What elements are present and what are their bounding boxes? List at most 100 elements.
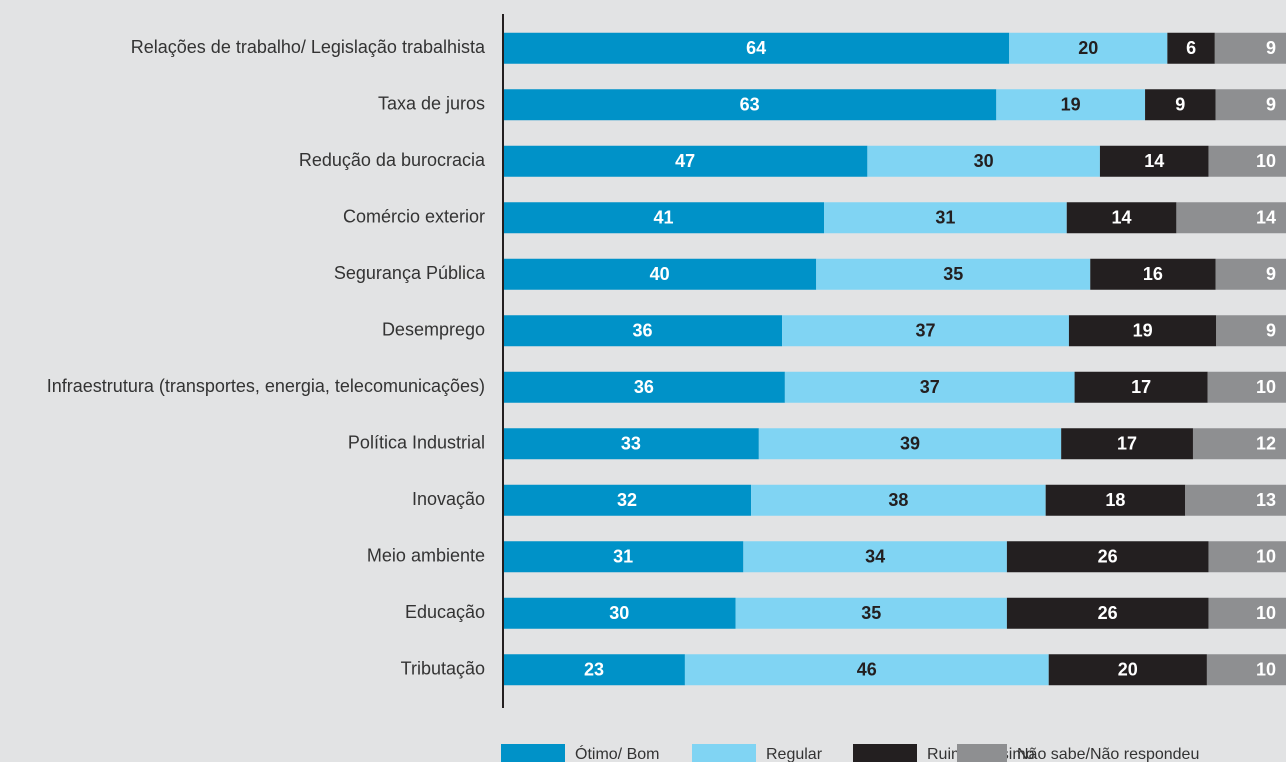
category-label: Comércio exterior (343, 207, 485, 227)
bar-segment (1167, 32, 1215, 64)
bar-segment (1006, 597, 1209, 629)
value-label: 9 (1266, 264, 1276, 284)
bar-segment (503, 654, 685, 686)
category-label: Política Industrial (348, 433, 485, 453)
category-label: Desemprego (382, 320, 485, 340)
bar-segment (1176, 202, 1286, 234)
bar-segment (1009, 32, 1168, 64)
value-label: 9 (1266, 95, 1276, 115)
category-label: Taxa de juros (378, 94, 485, 114)
value-label: 18 (1105, 490, 1125, 510)
value-label: 37 (920, 377, 940, 397)
bar-segment (996, 89, 1146, 121)
bar-segment (1048, 654, 1207, 686)
bar-segment (867, 145, 1100, 177)
value-label: 39 (900, 434, 920, 454)
value-label: 9 (1266, 38, 1276, 58)
legend-swatch (501, 744, 565, 762)
bar-segment (503, 597, 736, 629)
value-label: 41 (653, 208, 673, 228)
bar-segment (784, 371, 1075, 403)
value-label: 63 (740, 95, 760, 115)
value-label: 14 (1144, 151, 1164, 171)
value-label: 12 (1256, 434, 1276, 454)
category-label: Infraestrutura (transportes, energia, te… (47, 376, 485, 396)
value-label: 6 (1186, 38, 1196, 58)
bar-segment (1006, 541, 1209, 573)
value-label: 47 (675, 151, 695, 171)
value-label: 37 (915, 321, 935, 341)
bar-segment (503, 258, 817, 290)
legend-swatch (853, 744, 917, 762)
value-label: 64 (746, 38, 766, 58)
value-label: 35 (943, 264, 963, 284)
bar-segment (1208, 145, 1286, 177)
bar-segment (1066, 202, 1177, 234)
value-label: 46 (857, 660, 877, 680)
bar-segment (684, 654, 1049, 686)
value-label: 20 (1118, 660, 1138, 680)
value-label: 36 (634, 377, 654, 397)
bar-segment (503, 428, 759, 460)
bar-segment (1145, 89, 1216, 121)
value-label: 38 (888, 490, 908, 510)
value-label: 35 (861, 603, 881, 623)
value-label: 17 (1131, 377, 1151, 397)
value-label: 10 (1256, 547, 1276, 567)
bar-segment (503, 315, 783, 347)
value-label: 19 (1061, 95, 1081, 115)
value-label: 40 (650, 264, 670, 284)
bar-segment (743, 541, 1007, 573)
value-label: 10 (1256, 377, 1276, 397)
bar-segment (1045, 484, 1186, 516)
bar-segment (1206, 654, 1286, 686)
category-label: Meio ambiente (367, 546, 485, 566)
bar-segment (735, 597, 1007, 629)
bar-segment (816, 258, 1091, 290)
bar-segment (824, 202, 1067, 234)
bar-segment (503, 89, 997, 121)
bar-segment (503, 202, 825, 234)
value-label: 13 (1256, 490, 1276, 510)
value-label: 14 (1112, 208, 1132, 228)
bar-segment (1208, 597, 1286, 629)
bar-segment (503, 541, 744, 573)
legend-label: Ótimo/ Bom (575, 744, 659, 762)
value-label: 32 (617, 490, 637, 510)
bar-segment (1068, 315, 1217, 347)
category-label: Segurança Pública (334, 263, 486, 283)
value-label: 31 (613, 547, 633, 567)
category-label: Redução da burocracia (299, 150, 486, 170)
bar-segment (1099, 145, 1209, 177)
value-label: 36 (633, 321, 653, 341)
category-label: Relações de trabalho/ Legislação trabalh… (131, 37, 486, 57)
value-label: 16 (1143, 264, 1163, 284)
bar-segment (503, 145, 868, 177)
bar-segment (1208, 541, 1286, 573)
value-label: 31 (935, 208, 955, 228)
bar-segment (503, 371, 785, 403)
bar-segment (1207, 371, 1286, 403)
value-label: 10 (1256, 151, 1276, 171)
value-label: 23 (584, 660, 604, 680)
bar-segment (1192, 428, 1286, 460)
bar-segment (1090, 258, 1216, 290)
value-label: 9 (1266, 321, 1276, 341)
value-label: 19 (1133, 321, 1153, 341)
bar-segment (751, 484, 1046, 516)
value-label: 10 (1256, 603, 1276, 623)
bar-segment (1074, 371, 1208, 403)
value-label: 33 (621, 434, 641, 454)
value-label: 17 (1117, 434, 1137, 454)
bar-segment (1215, 89, 1286, 121)
value-label: 26 (1098, 547, 1118, 567)
bar-segment (1215, 258, 1286, 290)
value-label: 14 (1256, 208, 1276, 228)
bar-segment (782, 315, 1069, 347)
value-label: 30 (609, 603, 629, 623)
bar-segment (1214, 32, 1286, 64)
value-label: 10 (1256, 660, 1276, 680)
value-label: 26 (1098, 603, 1118, 623)
bar-segment (1216, 315, 1286, 347)
